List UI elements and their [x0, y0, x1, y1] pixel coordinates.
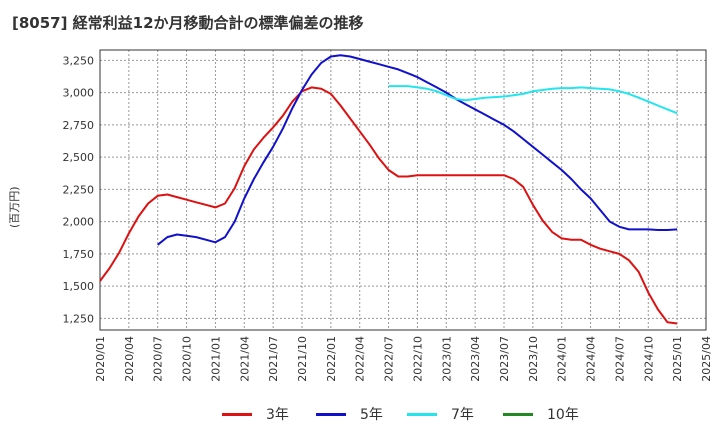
y-tick-label: 1,250	[63, 312, 95, 325]
x-tick-label: 2024/01	[556, 336, 569, 382]
legend-item-7y: 7年	[407, 404, 474, 424]
x-tick-label: 2022/10	[411, 336, 424, 382]
legend-swatch	[222, 412, 252, 416]
y-tick-label: 2,250	[63, 183, 95, 196]
x-tick-label: 2021/01	[209, 336, 222, 382]
x-tick-label: 2024/07	[613, 336, 626, 382]
x-tick-label: 2024/04	[585, 336, 598, 382]
x-tick-label: 2021/04	[238, 336, 251, 382]
legend-label: 10年	[547, 407, 579, 423]
legend-label: 7年	[451, 407, 474, 423]
x-tick-label: 2023/01	[440, 336, 453, 382]
x-tick-label: 2022/01	[325, 336, 338, 382]
y-tick-label: 1,750	[63, 248, 95, 261]
x-tick-label: 2023/07	[498, 336, 511, 382]
x-tick-label: 2020/04	[123, 336, 136, 382]
x-tick-label: 2025/04	[700, 336, 713, 382]
series-lines	[99, 54, 678, 325]
x-tick-label: 2025/01	[671, 336, 684, 382]
line-chart: 1,250 1,500 1,750 2,000 2,250 2,500 2,750 3,000…	[63, 49, 713, 382]
y-tick-label: 2,500	[63, 151, 95, 164]
x-tick-label: 2023/04	[469, 336, 482, 382]
legend: 3年 5年 7年 10年	[0, 400, 720, 430]
x-tick-label: 2020/10	[181, 336, 194, 382]
plot-frame	[99, 49, 707, 331]
axes: 1,250 1,500 1,750 2,000 2,250 2,500 2,750 3,000…	[63, 49, 713, 382]
x-tick-label: 2024/10	[642, 336, 655, 382]
chart-title: [8057] 経常利益12か月移動合計の標準偏差の推移	[12, 14, 364, 32]
x-tick-label: 2022/04	[354, 336, 367, 382]
series-line-1	[157, 54, 678, 246]
x-tick-label: 2021/10	[296, 336, 309, 382]
x-tick-label: 2020/07	[152, 336, 165, 382]
legend-item-10y: 10年	[503, 404, 579, 424]
y-tick-label: 2,750	[63, 119, 95, 132]
legend-swatch	[503, 412, 533, 416]
legend-swatch	[407, 412, 437, 416]
x-tick-label: 2021/07	[267, 336, 280, 382]
legend-swatch	[316, 412, 346, 416]
y-tick-label: 3,250	[63, 54, 95, 67]
y-tick-label: 3,000	[63, 87, 95, 100]
series-line-2	[388, 85, 678, 115]
x-tick-label: 2023/10	[527, 336, 540, 382]
y-tick-label: 1,500	[63, 280, 95, 293]
legend-item-3y: 3年	[222, 404, 289, 424]
grid	[99, 50, 707, 330]
series-line-0	[99, 86, 678, 325]
legend-label: 5年	[360, 407, 383, 423]
legend-label: 3年	[266, 407, 289, 423]
y-tick-label: 2,000	[63, 216, 95, 229]
legend-item-5y: 5年	[316, 404, 383, 424]
x-tick-label: 2022/07	[383, 336, 396, 382]
x-tick-label: 2020/01	[94, 336, 107, 382]
